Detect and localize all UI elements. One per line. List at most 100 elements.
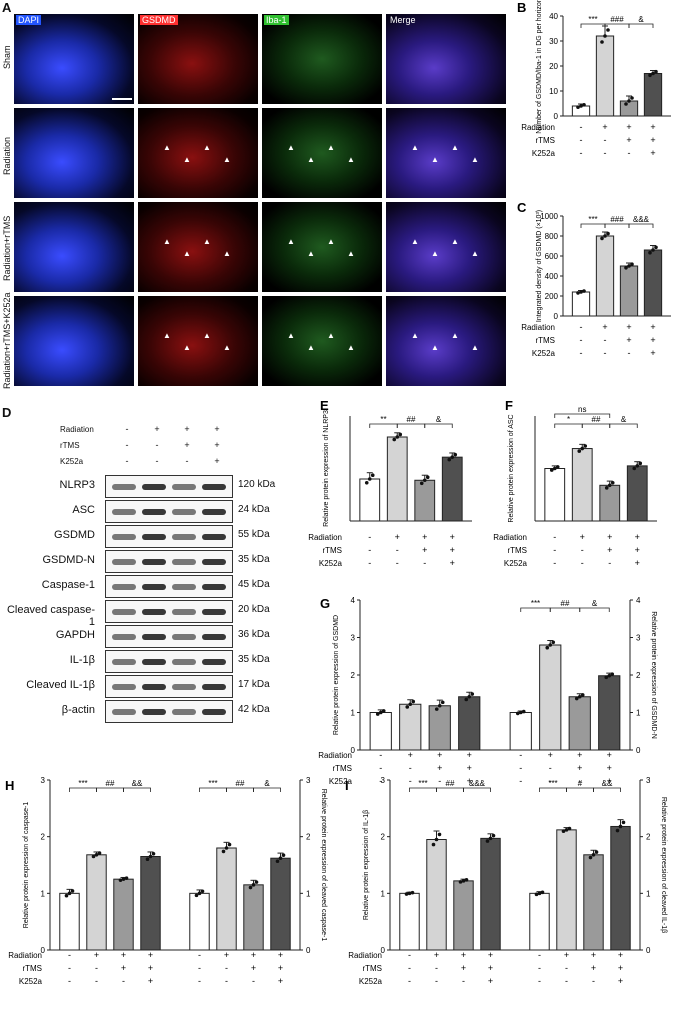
y-axis-label: Relative protein expression of caspase-1 xyxy=(23,802,30,929)
sig-label: ### xyxy=(610,15,624,24)
arrowhead-marker: ▲ xyxy=(223,249,231,258)
condition-sign: - xyxy=(379,750,382,760)
y-tick-label-right: 0 xyxy=(646,946,651,955)
condition-sign: + xyxy=(467,763,472,773)
blot-name: GSDMD xyxy=(54,529,95,541)
condition-sign: + xyxy=(650,348,655,358)
blot-band xyxy=(112,484,136,490)
data-point xyxy=(648,250,652,255)
data-point xyxy=(437,832,442,837)
data-point xyxy=(648,73,652,78)
condition-sign: - xyxy=(438,776,441,786)
arrowhead-marker: ▲ xyxy=(163,143,171,152)
data-point xyxy=(555,465,560,469)
condition-sign: - xyxy=(628,348,631,358)
y-tick-label-right: 3 xyxy=(306,776,311,785)
panel-letter: C xyxy=(517,200,527,215)
condition-sign: - xyxy=(604,348,607,358)
sig-bracket xyxy=(566,787,594,792)
condition-sign: + xyxy=(434,950,439,960)
condition-sign: + xyxy=(564,950,569,960)
blot-band xyxy=(112,609,136,615)
sig-bracket xyxy=(436,787,464,792)
data-point xyxy=(627,99,631,103)
arrowhead-marker: ▲ xyxy=(203,237,211,246)
data-point xyxy=(364,480,369,485)
wb-condition-sign: + xyxy=(184,440,190,450)
condition-sign: + xyxy=(548,750,553,760)
bar xyxy=(610,825,631,951)
bar xyxy=(216,847,237,951)
blot-band xyxy=(202,484,226,490)
arrowhead-marker: ▲ xyxy=(203,143,211,152)
bar xyxy=(189,892,210,951)
bar xyxy=(598,675,621,751)
data-point xyxy=(381,709,386,713)
condition-sign: + xyxy=(618,963,623,973)
y-tick-label: 0 xyxy=(41,946,46,955)
blot-band xyxy=(112,684,136,690)
sig-label: ## xyxy=(592,415,601,424)
condition-sign: + xyxy=(650,135,655,145)
y-tick-label: 600 xyxy=(545,252,559,261)
condition-sign: + xyxy=(607,776,612,786)
y-tick-label-right: 2 xyxy=(306,833,311,842)
y-tick-label: 4 xyxy=(351,596,356,605)
micrograph-tile: ▲ ▲ ▲ ▲ xyxy=(386,202,506,292)
sig-label: & xyxy=(592,599,598,608)
y-tick-label: 400 xyxy=(545,272,559,281)
blot-band xyxy=(112,559,136,565)
condition-sign: + xyxy=(461,950,466,960)
y-tick-label-right: 1 xyxy=(646,889,651,898)
arrowhead-marker: ▲ xyxy=(347,249,355,258)
arrowhead-marker: ▲ xyxy=(347,155,355,164)
bar xyxy=(571,291,591,317)
blot-band xyxy=(172,634,196,640)
y-tick-label: 0 xyxy=(554,112,559,121)
sig-label: &&& xyxy=(633,215,650,224)
bar xyxy=(86,854,107,951)
data-point xyxy=(248,885,253,890)
data-point xyxy=(582,103,586,107)
data-point xyxy=(461,879,466,883)
data-point xyxy=(407,891,412,896)
y-tick-label: 1 xyxy=(351,709,356,718)
y-tick-label: 200 xyxy=(545,292,559,301)
condition-sign: + xyxy=(650,148,655,158)
condition-sign: + xyxy=(650,122,655,132)
sig-label: ** xyxy=(380,415,386,424)
condition-sign: + xyxy=(467,776,472,786)
data-point xyxy=(577,449,582,453)
blot-kda: 35 kDa xyxy=(238,554,270,565)
data-point xyxy=(606,28,610,32)
blot-band xyxy=(142,659,166,665)
y-tick-label: 1 xyxy=(41,889,46,898)
micrograph-tile: Iba-1 xyxy=(262,14,382,104)
data-point xyxy=(491,833,496,838)
y-tick-label: 3 xyxy=(381,776,386,785)
blot-name: Caspase-1 xyxy=(41,579,95,591)
panel-a-letter: A xyxy=(2,0,12,15)
wb-condition-sign: - xyxy=(125,424,129,434)
wb-condition-sign: - xyxy=(125,456,129,466)
condition-label: K252a xyxy=(329,777,353,786)
condition-label: Radiation xyxy=(521,323,555,332)
condition-sign: - xyxy=(68,963,71,973)
blot-strip xyxy=(105,475,233,498)
arrowhead-marker: ▲ xyxy=(287,237,295,246)
micrograph-tile: ▲ ▲ ▲ ▲ xyxy=(138,296,258,386)
sig-label: *** xyxy=(588,15,597,24)
sig-label: *** xyxy=(531,599,540,608)
y-tick-label: 10 xyxy=(549,87,558,96)
data-point xyxy=(603,234,607,238)
blot-kda: 24 kDa xyxy=(238,504,270,515)
condition-sign: - xyxy=(538,976,541,986)
condition-sign: - xyxy=(68,950,71,960)
blot-band xyxy=(142,634,166,640)
condition-sign: + xyxy=(278,963,283,973)
blot-band xyxy=(172,559,196,565)
bar xyxy=(453,880,474,951)
blot-band xyxy=(142,534,166,540)
data-point xyxy=(67,891,72,896)
blot-kda: 45 kDa xyxy=(238,579,270,590)
